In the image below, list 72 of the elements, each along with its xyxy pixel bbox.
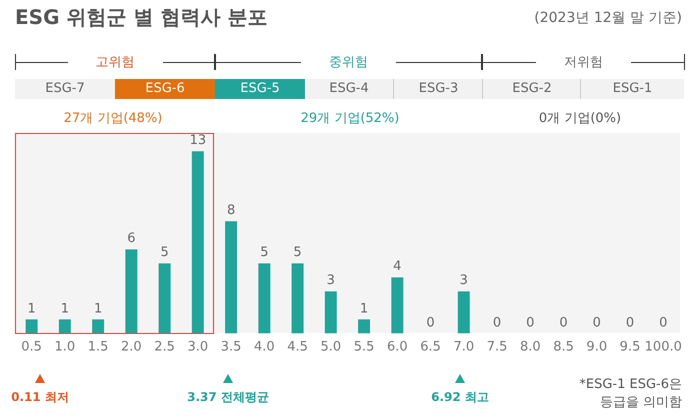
range-bracket: 저위험 xyxy=(482,54,685,70)
range-bracket: 중위험 xyxy=(215,54,482,70)
text: 29개 기업(52%) xyxy=(300,110,400,127)
x-tick-label: 2.5 xyxy=(154,340,175,355)
data-label: 5 xyxy=(293,245,302,260)
bar xyxy=(458,291,470,334)
chart-subtitle: (2023년 12월 말 기준) xyxy=(534,9,682,27)
data-label: 0 xyxy=(592,315,601,330)
bar xyxy=(292,263,304,334)
bar xyxy=(225,221,238,334)
data-label: 0 xyxy=(526,315,534,330)
x-tick-label: 0.5 xyxy=(21,340,42,355)
text: ESG-3 xyxy=(393,79,483,99)
text: 27개 기업(48%) xyxy=(64,110,162,127)
bar xyxy=(258,263,270,334)
text: *ESG-1 ESG-6은 등급을 의미함 xyxy=(578,376,682,412)
bar xyxy=(92,319,104,334)
x-tick-label: 5.5 xyxy=(354,340,374,355)
x-tick-label: 100.0 xyxy=(644,340,682,355)
x-tick-label: 1.5 xyxy=(88,340,108,355)
bar xyxy=(324,291,337,334)
data-label: 0 xyxy=(492,315,502,330)
data-label: 0 xyxy=(559,315,568,330)
data-label: 3 xyxy=(460,273,468,288)
data-label: 6 xyxy=(127,231,136,246)
range-bracket: 고위험 xyxy=(15,54,215,70)
text: 0.11 최저 xyxy=(11,389,69,406)
bar xyxy=(125,249,138,334)
x-tick-label: 9.5 xyxy=(620,340,640,355)
text: 6.92 최고 xyxy=(431,389,489,406)
text: ESG-2 xyxy=(482,79,581,99)
text: ESG-6 xyxy=(115,79,215,99)
x-tick-label: 1.0 xyxy=(54,340,76,355)
data-label: 1 xyxy=(94,301,102,316)
data-label: 1 xyxy=(360,301,368,316)
data-label: 4 xyxy=(393,259,402,274)
bar xyxy=(26,319,38,334)
x-tick-label: 5.0 xyxy=(320,340,342,355)
x-tick-label: 8.0 xyxy=(520,340,541,355)
bar xyxy=(158,263,171,334)
data-label: 0 xyxy=(426,315,435,330)
x-tick-label: 7.0 xyxy=(453,340,474,355)
text: ESG-5 xyxy=(215,79,305,99)
x-tick-label: 4.5 xyxy=(287,340,308,355)
data-label: 5 xyxy=(260,245,268,260)
x-tick-label: 6.5 xyxy=(420,340,441,355)
text: ESG-4 xyxy=(305,79,393,99)
bar xyxy=(58,319,71,334)
x-tick-label: 3.5 xyxy=(220,340,242,355)
x-tick-label: 4.0 xyxy=(254,340,275,355)
chart-title: ESG 위험군 별 협력사 분포 xyxy=(15,4,268,31)
data-label: 1 xyxy=(60,301,70,316)
bar xyxy=(358,319,370,334)
text: 0개 기업(0%) xyxy=(538,110,622,127)
text: ESG-1 xyxy=(580,79,684,99)
data-label: 0 xyxy=(659,315,668,330)
data-label: 1 xyxy=(27,301,36,316)
x-tick-label: 9.0 xyxy=(586,340,608,355)
x-tick-label: 7.5 xyxy=(486,340,508,355)
x-tick-label: 3.0 xyxy=(188,340,208,355)
x-tick-label: 6.0 xyxy=(386,340,408,355)
x-tick-label: 8.5 xyxy=(553,340,574,355)
data-label: 8 xyxy=(226,203,236,218)
bar xyxy=(391,277,404,334)
data-label: 13 xyxy=(190,133,206,148)
text: 3.37 전체평균 xyxy=(187,389,269,406)
text: ESG-7 xyxy=(15,79,115,99)
data-label: 5 xyxy=(160,245,169,260)
data-label: 0 xyxy=(626,315,634,330)
data-label: 3 xyxy=(326,273,335,288)
x-tick-label: 2.0 xyxy=(121,340,142,355)
bar xyxy=(192,151,204,334)
